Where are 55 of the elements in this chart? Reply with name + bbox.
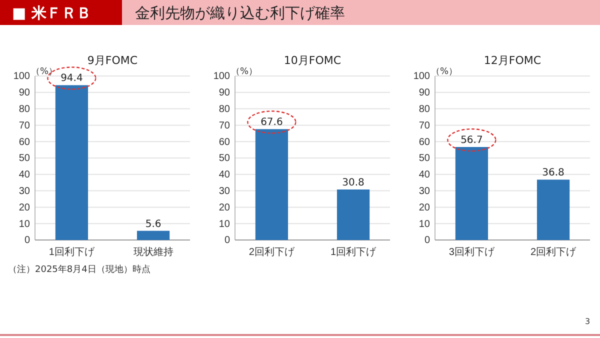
x-tick-label: 3回利下げ bbox=[448, 246, 496, 258]
y-tick-label: 20 bbox=[218, 202, 230, 214]
y-tick-label: 30 bbox=[218, 186, 230, 197]
chart-title: 10月FOMC bbox=[284, 54, 342, 67]
data-label: 94.4 bbox=[60, 73, 83, 84]
y-tick-label: 90 bbox=[18, 88, 30, 99]
x-tick-label: 1回利下げ bbox=[330, 246, 378, 258]
y-tick-label: 80 bbox=[218, 104, 230, 115]
text: （注）2025年8月4日（現地）時点 bbox=[8, 264, 150, 275]
y-tick-label: 90 bbox=[418, 88, 430, 99]
text: 3 bbox=[585, 317, 590, 326]
y-axis-title: （%） bbox=[31, 67, 58, 77]
data-label: 5.6 bbox=[145, 218, 162, 230]
y-tick-label: 40 bbox=[18, 170, 30, 181]
y-tick-label: 50 bbox=[218, 153, 230, 164]
x-tick-label: 2回利下げ bbox=[530, 246, 578, 258]
y-tick-label: 60 bbox=[18, 136, 30, 148]
y-tick-label: 20 bbox=[18, 202, 30, 214]
y-tick-label: 20 bbox=[418, 202, 430, 214]
data-label: 30.8 bbox=[342, 177, 364, 188]
data-label: 36.8 bbox=[542, 168, 564, 179]
data-label: 56.7 bbox=[460, 135, 483, 146]
y-tick-label: 40 bbox=[218, 170, 230, 181]
chart-title: 12月FOMC bbox=[484, 54, 542, 67]
y-tick-label: 80 bbox=[18, 104, 30, 115]
y-tick-label: 30 bbox=[418, 186, 430, 197]
x-tick-label: 現状維持 bbox=[133, 246, 174, 258]
y-tick-label: 90 bbox=[218, 88, 230, 99]
y-tick-label: 10 bbox=[418, 218, 430, 230]
text: ■ 米ＦＲＢ bbox=[12, 4, 92, 22]
y-tick-label: 100 bbox=[213, 71, 230, 82]
y-tick-label: 10 bbox=[18, 218, 30, 230]
y-tick-label: 100 bbox=[13, 71, 30, 82]
y-tick-label: 40 bbox=[418, 170, 430, 181]
y-tick-label: 70 bbox=[218, 120, 230, 132]
x-tick-label: 1回利下げ bbox=[48, 246, 96, 258]
y-tick-label: 100 bbox=[413, 71, 430, 82]
y-tick-label: 30 bbox=[18, 186, 30, 197]
text: 金利先物が織り込む利下げ確率 bbox=[135, 4, 345, 22]
y-tick-label: 70 bbox=[418, 120, 430, 132]
y-tick-label: 0 bbox=[424, 235, 430, 246]
y-tick-label: 60 bbox=[418, 136, 430, 148]
y-tick-label: 0 bbox=[224, 235, 230, 246]
x-tick-label: 2回利下げ bbox=[248, 246, 296, 258]
y-tick-label: 60 bbox=[218, 136, 230, 148]
y-tick-label: 0 bbox=[24, 235, 30, 246]
y-tick-label: 80 bbox=[418, 104, 430, 115]
chart-title: 9月FOMC bbox=[87, 54, 138, 67]
y-tick-label: 70 bbox=[18, 120, 30, 132]
y-tick-label: 10 bbox=[218, 218, 230, 230]
y-tick-label: 50 bbox=[18, 153, 30, 164]
y-axis-title: （%） bbox=[431, 67, 458, 77]
y-axis-title: （%） bbox=[231, 67, 258, 77]
y-tick-label: 50 bbox=[418, 153, 430, 164]
data-label: 67.6 bbox=[260, 117, 283, 128]
